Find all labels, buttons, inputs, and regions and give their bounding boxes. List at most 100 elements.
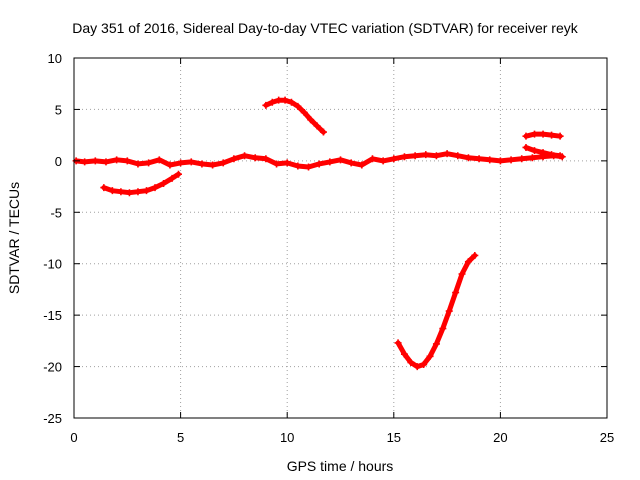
data-point: [413, 363, 421, 371]
data-point: [123, 157, 131, 165]
y-tick-label: -5: [50, 205, 62, 220]
data-point: [145, 159, 153, 167]
x-tick-label: 0: [70, 430, 77, 445]
data-point: [168, 174, 176, 182]
data-point: [407, 358, 415, 366]
data-point: [368, 155, 376, 163]
data-point: [219, 159, 227, 167]
data-point: [556, 152, 564, 160]
data-point: [556, 132, 564, 140]
data-point: [294, 102, 302, 110]
data-point: [134, 160, 142, 168]
data-point: [531, 147, 539, 155]
series-upper-right-segment: [522, 130, 564, 140]
data-point: [294, 162, 302, 170]
data-point: [347, 159, 355, 167]
data-point: [319, 128, 327, 136]
data-point: [496, 157, 504, 165]
data-point: [507, 156, 515, 164]
data-point: [307, 116, 315, 124]
data-point: [443, 150, 451, 158]
data-point: [275, 96, 283, 104]
data-point: [100, 184, 108, 192]
data-point: [281, 96, 289, 104]
x-tick-label: 5: [177, 430, 184, 445]
data-point: [315, 160, 323, 168]
data-point: [400, 153, 408, 161]
data-point: [486, 156, 494, 164]
data-point: [155, 156, 163, 164]
y-tick-label: -15: [43, 308, 62, 323]
data-point: [198, 160, 206, 168]
data-point: [91, 157, 99, 165]
data-point: [113, 156, 121, 164]
data-point: [539, 130, 547, 138]
data-point: [230, 155, 238, 163]
data-point: [548, 151, 556, 159]
data-point: [305, 163, 313, 171]
data-point: [166, 161, 174, 169]
data-point: [262, 101, 270, 109]
data-point: [251, 154, 259, 162]
data-point: [426, 352, 434, 360]
x-tick-label: 25: [600, 430, 614, 445]
series-line: [395, 253, 478, 370]
data-point: [262, 155, 270, 163]
y-tick-label: 10: [48, 51, 62, 66]
data-point: [528, 154, 536, 162]
data-point: [390, 155, 398, 163]
x-axis-title: GPS time / hours: [287, 458, 394, 474]
data-point: [400, 350, 408, 358]
data-point: [209, 161, 217, 169]
plot-frame: [73, 57, 608, 419]
data-point: [81, 158, 89, 166]
data-point: [187, 158, 195, 166]
data-point: [241, 152, 249, 160]
data-point: [134, 188, 142, 196]
series-line: [101, 171, 181, 196]
data-point: [475, 155, 483, 163]
data-point: [445, 307, 453, 315]
data-point: [102, 158, 110, 166]
data-point: [313, 122, 321, 130]
x-tick-label: 20: [493, 430, 507, 445]
data-point: [464, 258, 472, 266]
data-point: [420, 361, 428, 369]
data-point: [539, 149, 547, 157]
data-point: [432, 340, 440, 348]
series-line: [263, 97, 326, 135]
data-point: [273, 160, 281, 168]
y-tick-label: 5: [55, 102, 62, 117]
y-tick-label: -20: [43, 360, 62, 375]
series-right-offset-segment: [522, 143, 564, 160]
data-point: [464, 154, 472, 162]
data-point: [268, 98, 276, 106]
data-point: [411, 152, 419, 160]
data-point: [177, 159, 185, 167]
y-tick-label: -10: [43, 257, 62, 272]
y-axis-title: SDTVAR / TECUs: [6, 182, 22, 294]
data-point: [326, 158, 334, 166]
data-point: [548, 131, 556, 139]
series-main-band: [72, 150, 566, 171]
series-negative-arc-early: [100, 170, 182, 197]
data-point: [432, 152, 440, 160]
data-point: [358, 161, 366, 169]
data-point: [174, 170, 182, 178]
data-point: [471, 251, 479, 259]
data-point: [522, 132, 530, 140]
data-point: [151, 184, 159, 192]
data-point: [300, 109, 308, 117]
data-point: [518, 155, 526, 163]
y-tick-label: 0: [55, 154, 62, 169]
series-deep-dip: [394, 251, 479, 371]
data-point: [452, 289, 460, 297]
x-tick-label: 10: [280, 430, 294, 445]
data-point: [142, 187, 150, 195]
x-tick-label: 15: [387, 430, 401, 445]
data-point: [394, 339, 402, 347]
grid-lines: [74, 58, 607, 418]
data-point: [422, 151, 430, 159]
data-point: [160, 179, 168, 187]
